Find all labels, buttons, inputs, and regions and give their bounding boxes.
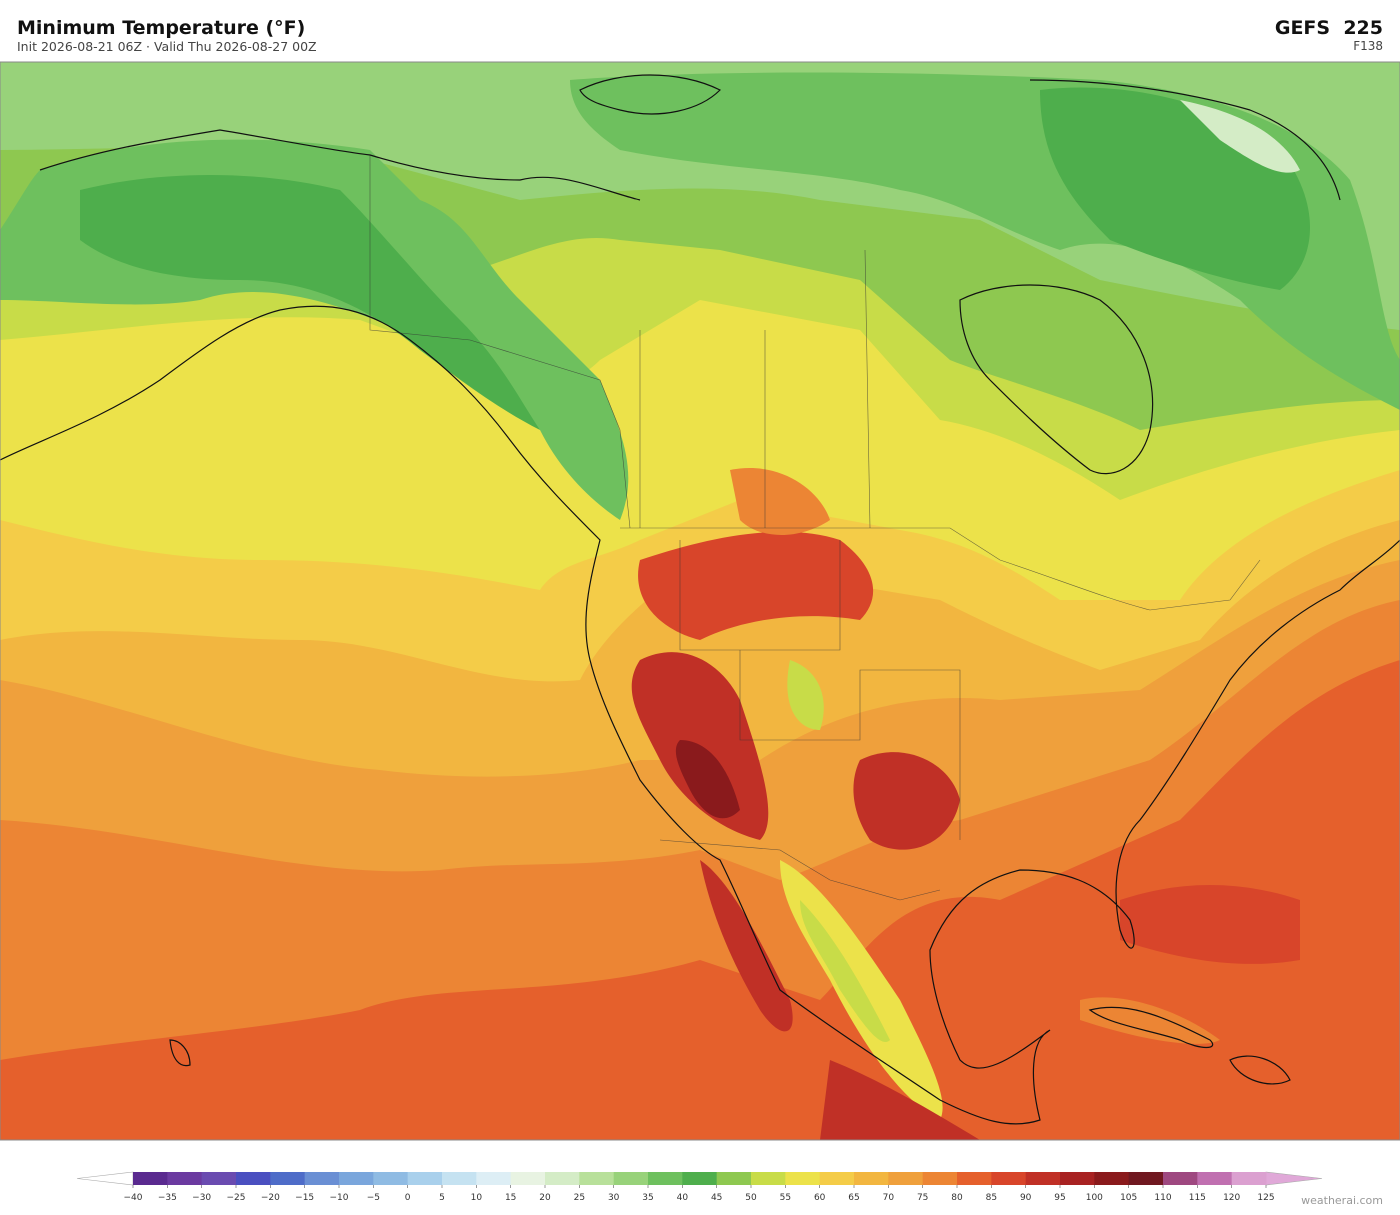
colorbar-swatch bbox=[922, 1172, 958, 1185]
borders bbox=[369, 155, 1261, 901]
colorbar-swatch bbox=[957, 1172, 992, 1185]
colorbar-swatch bbox=[442, 1172, 477, 1185]
colorbar-tick-label: −15 bbox=[295, 1193, 314, 1203]
colorbar-swatch bbox=[579, 1172, 615, 1185]
credit: weatherai.com bbox=[1301, 1194, 1383, 1207]
colorbar-swatch bbox=[991, 1172, 1027, 1185]
colorbar-swatch bbox=[1197, 1172, 1233, 1185]
colorbar-tick-label: 5 bbox=[439, 1193, 445, 1203]
colorbar-swatch bbox=[1128, 1172, 1164, 1185]
colorbar-swatch bbox=[304, 1172, 340, 1185]
colorbar-tick-label: 85 bbox=[986, 1193, 997, 1203]
colorbar-swatch bbox=[854, 1172, 889, 1185]
model-label: GEFS 225 bbox=[1275, 17, 1383, 39]
colorbar-tick-label: 120 bbox=[1223, 1193, 1240, 1203]
colorbar-tick-label: 40 bbox=[677, 1193, 689, 1203]
colorbar-swatch bbox=[133, 1172, 168, 1185]
colorbar-tick-label: 25 bbox=[574, 1193, 585, 1203]
colorbar-tick-label: 80 bbox=[951, 1193, 963, 1203]
colorbar-tick-label: 75 bbox=[917, 1193, 928, 1203]
colorbar-under bbox=[76, 1171, 134, 1186]
colorbar-tick-label: 55 bbox=[780, 1193, 791, 1203]
temperature-field bbox=[0, 62, 1400, 1140]
colorbar-swatch bbox=[785, 1172, 821, 1185]
map-subtitle: Init 2026-08-21 06Z · Valid Thu 2026-08-… bbox=[17, 39, 317, 54]
colorbar-tick-label: −30 bbox=[192, 1193, 211, 1203]
colorbar-tick-label: −5 bbox=[367, 1193, 380, 1203]
colorbar-tick-label: 35 bbox=[642, 1193, 653, 1203]
colorbar-swatch bbox=[1025, 1172, 1061, 1185]
colorbar-swatch bbox=[648, 1172, 683, 1185]
forecast-hour: F138 bbox=[1353, 39, 1383, 53]
colorbar-swatch bbox=[270, 1172, 306, 1185]
colorbar-tick-label: −35 bbox=[158, 1193, 177, 1203]
colorbar-tick-label: 60 bbox=[814, 1193, 826, 1203]
colorbar-tick-label: 70 bbox=[883, 1193, 895, 1203]
colorbar-tick-label: 15 bbox=[505, 1193, 516, 1203]
colorbar-tick-label: 90 bbox=[1020, 1193, 1032, 1203]
colorbar-swatch bbox=[1060, 1172, 1095, 1185]
colorbar-swatch bbox=[201, 1172, 237, 1185]
colorbar-swatch bbox=[1094, 1172, 1130, 1185]
colorbar-tick-label: 95 bbox=[1054, 1193, 1065, 1203]
colorbar-tick-label: 100 bbox=[1086, 1193, 1103, 1203]
map bbox=[0, 61, 1400, 1141]
colorbar: −40 −35 −30 −25 −20 −15 −10 −5 0 5 10 15 20 25 30 35 40 4… bbox=[76, 1171, 1323, 1203]
colorbar-swatch bbox=[476, 1172, 512, 1185]
colorbar-swatch bbox=[373, 1172, 409, 1185]
colorbar-swatch bbox=[613, 1172, 649, 1185]
colorbar-tick-label: 115 bbox=[1189, 1193, 1206, 1203]
colorbar-tick-label: 110 bbox=[1154, 1193, 1171, 1203]
colorbar-swatch bbox=[407, 1172, 443, 1185]
colorbar-tick-label: −10 bbox=[330, 1193, 349, 1203]
colorbar-swatch bbox=[1163, 1172, 1198, 1185]
colorbar-swatch bbox=[236, 1172, 271, 1185]
colorbar-tick-label: −20 bbox=[261, 1193, 280, 1203]
colorbar-over bbox=[1265, 1171, 1323, 1186]
colorbar-tick-label: 45 bbox=[711, 1193, 722, 1203]
colorbar-tick-label: 20 bbox=[539, 1193, 551, 1203]
colorbar-swatch bbox=[167, 1172, 203, 1185]
colorbar-swatch bbox=[888, 1172, 924, 1185]
colorbar-tick-label: 30 bbox=[608, 1193, 620, 1203]
colorbar-swatch bbox=[545, 1172, 580, 1185]
colorbar-tick-label: −40 bbox=[124, 1193, 143, 1203]
colorbar-swatch bbox=[751, 1172, 786, 1185]
colorbar-swatch bbox=[510, 1172, 546, 1185]
colorbar-swatch bbox=[716, 1172, 752, 1185]
colorbar-tick-label: 65 bbox=[848, 1193, 859, 1203]
colorbar-swatch bbox=[682, 1172, 718, 1185]
colorbar-tick-label: 125 bbox=[1257, 1193, 1274, 1203]
map-title: Minimum Temperature (°F) bbox=[17, 17, 305, 39]
colorbar-swatch bbox=[819, 1172, 855, 1185]
colorbar-tick-label: 50 bbox=[745, 1193, 757, 1203]
colorbar-tick-label: 10 bbox=[471, 1193, 483, 1203]
coastlines bbox=[0, 74, 1400, 1125]
colorbar-swatch bbox=[1231, 1172, 1267, 1185]
colorbar-tick-label: −25 bbox=[227, 1193, 246, 1203]
colorbar-swatch bbox=[339, 1172, 374, 1185]
colorbar-tick-label: 0 bbox=[405, 1193, 411, 1203]
colorbar-tick-label: 105 bbox=[1120, 1193, 1137, 1203]
